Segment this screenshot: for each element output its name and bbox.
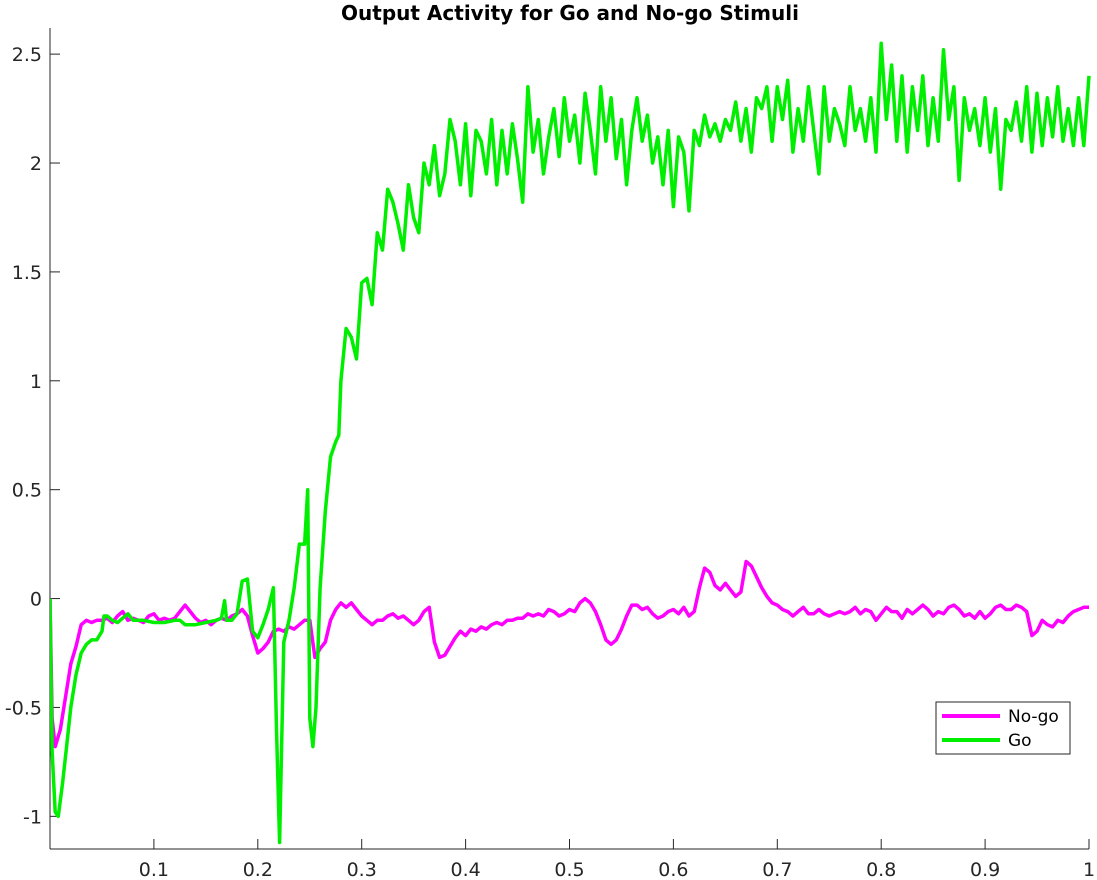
x-tick-label: 0.1 bbox=[139, 859, 169, 880]
y-tick-label: 0.5 bbox=[12, 480, 42, 502]
legend-box bbox=[935, 701, 1071, 755]
x-tick-label: 0.7 bbox=[762, 859, 792, 880]
y-tick-label: -0.5 bbox=[5, 697, 42, 719]
series-line-no-go bbox=[50, 559, 1089, 749]
y-tick-label: 2 bbox=[30, 153, 42, 175]
legend: No-go Go bbox=[935, 701, 1071, 755]
series-line-go bbox=[50, 41, 1091, 845]
x-tick-label: 0.6 bbox=[658, 859, 688, 880]
x-tick-label: 0.5 bbox=[554, 859, 584, 880]
chart-title: Output Activity for Go and No-go Stimuli bbox=[341, 1, 799, 25]
legend-label: Go bbox=[1008, 731, 1032, 751]
y-tick-label: 0 bbox=[30, 589, 42, 611]
y-tick-label: -1 bbox=[23, 806, 42, 828]
x-tick-label: 0.8 bbox=[866, 859, 896, 880]
x-tick-label: 0.4 bbox=[450, 859, 480, 880]
y-tick-label: 1 bbox=[30, 371, 42, 393]
x-tick-label: 0.3 bbox=[347, 859, 377, 880]
plot-series bbox=[50, 41, 1091, 845]
x-tick-label: 1 bbox=[1083, 859, 1095, 880]
legend-label: No-go bbox=[1008, 707, 1059, 727]
y-tick-label: 2.5 bbox=[12, 44, 42, 66]
x-tick-label: 0.2 bbox=[243, 859, 273, 880]
y-tick-label: 1.5 bbox=[12, 262, 42, 284]
x-tick-label: 0.9 bbox=[970, 859, 1000, 880]
plot-axes: 0.1 0.2 0.3 0.4 0.5 0.6 0.7 0.8 0.9 1 -1 -0.5 0 0.5 1 1… bbox=[5, 28, 1095, 880]
